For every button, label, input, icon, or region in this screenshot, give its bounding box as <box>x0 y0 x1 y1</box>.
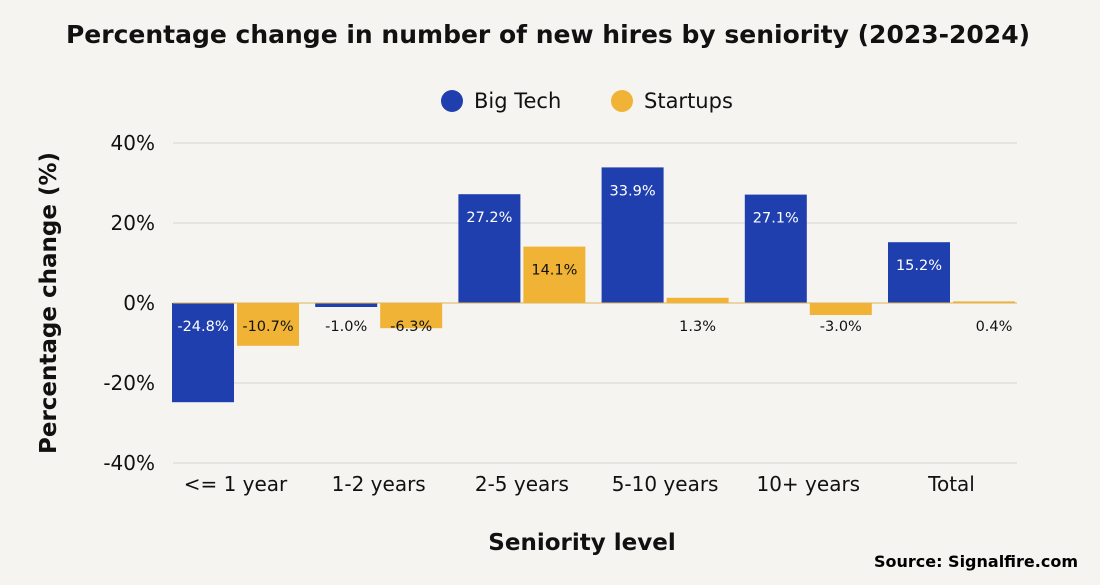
data-label-startups: 14.1% <box>531 263 577 279</box>
bar-startups <box>523 246 586 303</box>
bar-big-tech <box>172 303 234 403</box>
data-labels: -24.8% -10.7% -1.0% -6.3% 27.2% 14.1% 33.9% 1.3… <box>177 183 1012 335</box>
bar-big-tech <box>744 194 807 303</box>
data-label-startups: 0.4% <box>976 319 1013 335</box>
data-label-startups: -10.7% <box>242 319 293 335</box>
bar-big-tech <box>601 167 664 303</box>
data-label-big-tech: 33.9% <box>610 183 656 199</box>
bar-startups <box>953 301 1015 303</box>
y-axis-title: Percentage change (%) <box>36 152 62 454</box>
data-label-big-tech: 27.1% <box>753 211 799 227</box>
x-tick-label: 1-2 years <box>332 472 426 496</box>
data-label-big-tech: -24.8% <box>177 319 228 335</box>
y-tick-label: -40% <box>103 451 155 475</box>
data-label-big-tech: 15.2% <box>896 258 942 274</box>
bar-big-tech <box>315 303 378 307</box>
x-tick-label: 5-10 years <box>612 472 719 496</box>
x-tick-label: Total <box>927 472 975 496</box>
legend-marker-startups <box>611 90 633 112</box>
bar-startups <box>809 303 872 315</box>
y-axis-ticks: 40% 20% 0% -20% -40% <box>103 131 155 475</box>
x-axis-ticks: <= 1 year 1-2 years 2-5 years 5-10 years 10+… <box>184 472 975 496</box>
y-tick-label: 40% <box>111 131 155 155</box>
bar-big-tech <box>458 194 521 303</box>
y-tick-label: -20% <box>103 371 155 395</box>
data-label-startups: -3.0% <box>820 319 862 335</box>
y-tick-label: 20% <box>111 211 155 235</box>
bar-big-tech <box>888 242 950 303</box>
x-tick-label: 2-5 years <box>475 472 569 496</box>
bars <box>172 167 1015 403</box>
source-credit: Source: Signalfire.com <box>874 552 1078 571</box>
data-label-big-tech: 27.2% <box>466 210 512 226</box>
legend: Big Tech Startups <box>441 89 733 113</box>
legend-label-big-tech: Big Tech <box>474 89 561 113</box>
chart-title: Percentage change in number of new hires… <box>66 20 1030 49</box>
data-label-big-tech: -1.0% <box>325 319 367 335</box>
x-axis-title: Seniority level <box>488 530 675 556</box>
data-label-startups: -6.3% <box>390 319 432 335</box>
x-tick-label: 10+ years <box>756 472 860 496</box>
bar-startups <box>237 303 299 346</box>
bar-startups <box>380 303 443 329</box>
x-tick-label: <= 1 year <box>184 472 288 496</box>
legend-marker-big-tech <box>441 90 463 112</box>
data-label-startups: 1.3% <box>679 319 716 335</box>
legend-label-startups: Startups <box>644 89 733 113</box>
bar-startups <box>666 297 729 303</box>
gridlines <box>173 142 1017 464</box>
y-tick-label: 0% <box>123 291 155 315</box>
